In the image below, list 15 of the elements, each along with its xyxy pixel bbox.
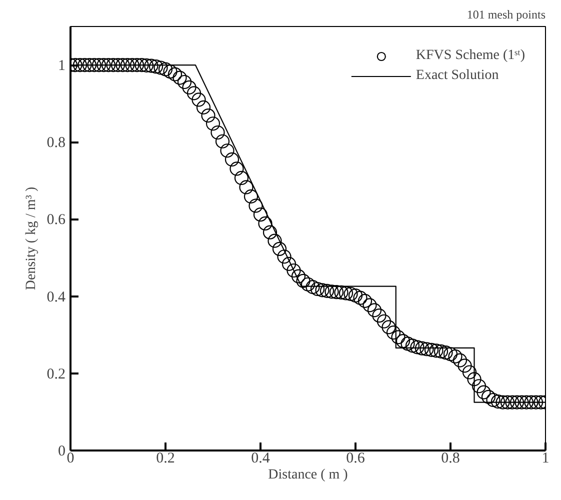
y-tick-label: 0.6: [46, 212, 66, 228]
y-tick-label: 0.4: [46, 289, 66, 306]
x-tick-label: 1: [542, 450, 550, 466]
y-tick-label: 0.2: [46, 366, 66, 382]
x-tick-label: 0.4: [251, 450, 270, 466]
x-axis-title: Distance ( m ): [268, 468, 348, 482]
x-tick-label: 0.2: [156, 450, 175, 466]
legend-label: KFVS Scheme (1ˢᵗ): [416, 48, 525, 64]
y-tick-label: 1: [58, 58, 66, 74]
y-axis-title: Density ( kg / m³ ): [24, 186, 39, 290]
text: 101 mesh points: [466, 8, 546, 22]
x-tick-label: 0.6: [346, 450, 366, 466]
x-tick-label: 0.8: [441, 450, 460, 466]
y-tick-label: 0.8: [46, 135, 66, 152]
legend-label: Exact Solution: [416, 68, 499, 84]
